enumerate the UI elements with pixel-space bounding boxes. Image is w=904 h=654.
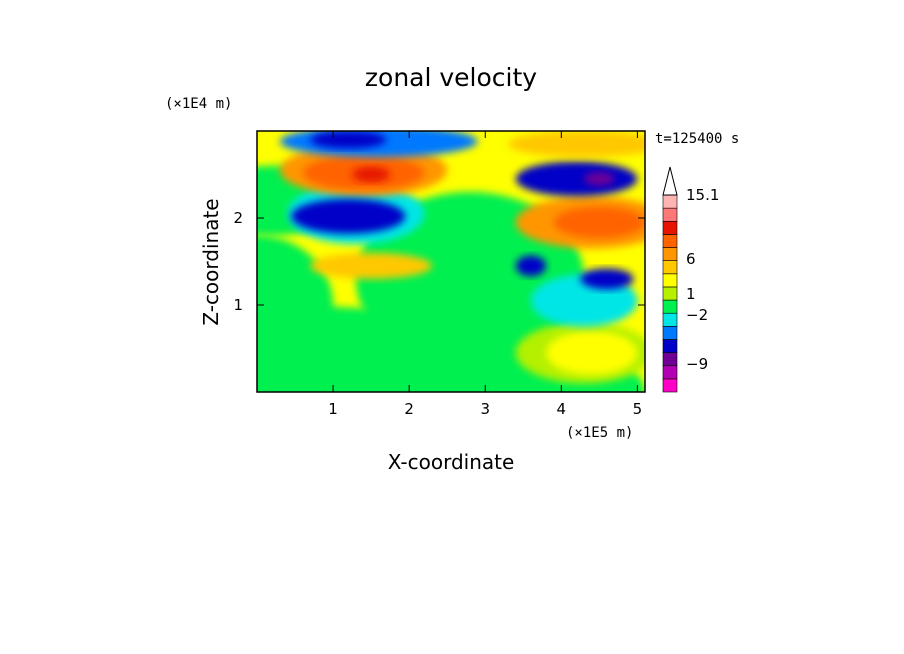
colorbar-swatch [662,378,678,393]
contour-region [580,268,634,290]
chart-title: zonal velocity [365,63,537,92]
y-unit-label: (×1E4 m) [165,96,232,112]
colorbar-swatch [662,220,678,235]
y-tick-label: 1 [233,296,243,314]
plot-frame [256,130,646,393]
contour-region [352,166,391,183]
contour-region [310,131,387,149]
colorbar: 15.1 6 1 −2 −9 [662,166,719,393]
contour-field [257,131,645,392]
colorbar-swatch [662,365,678,380]
contour-region [515,161,638,197]
x-tick-label: 3 [480,400,490,418]
contour-region [291,198,406,234]
colorbar-swatch [662,273,678,288]
contour-region [584,171,615,186]
colorbar-tick-label: 1 [686,285,696,303]
colorbar-swatch [662,247,678,261]
colorbar-swatch [662,194,678,209]
x-axis: 1 2 3 4 5 [328,131,642,418]
contour-region [310,252,432,279]
contour-region [508,131,645,158]
x-axis-label: X-coordinate [388,450,515,474]
colorbar-swatch [662,352,678,367]
colorbar-tick-label: 6 [686,250,696,268]
colorbar-swatch [662,234,678,248]
colorbar-tick-label: 15.1 [686,186,719,204]
colorbar-swatch [662,299,678,314]
colorbar-tick-label: −9 [686,355,708,373]
y-axis: 12 [233,209,645,314]
colorbar-swatch [662,312,678,327]
colorbar-swatch [662,326,678,340]
contour-region [553,206,645,239]
contour-region [515,255,547,277]
x-tick-label: 5 [633,400,643,418]
colorbar-swatch [662,260,678,275]
x-tick-label: 1 [328,400,338,418]
x-tick-label: 2 [404,400,414,418]
colorbar-extend-arrow [662,166,678,196]
time-label: t=125400 s [655,131,739,147]
x-unit-label: (×1E5 m) [566,425,633,441]
colorbar-swatch [662,207,678,222]
y-axis-label: Z-coordinate [199,198,223,325]
colorbar-swatch [662,286,678,301]
colorbar-swatch [662,339,678,353]
x-tick-label: 4 [557,400,567,418]
y-tick-label: 2 [233,209,243,227]
colorbar-tick-label: −2 [686,306,708,324]
contour-region [546,331,638,375]
